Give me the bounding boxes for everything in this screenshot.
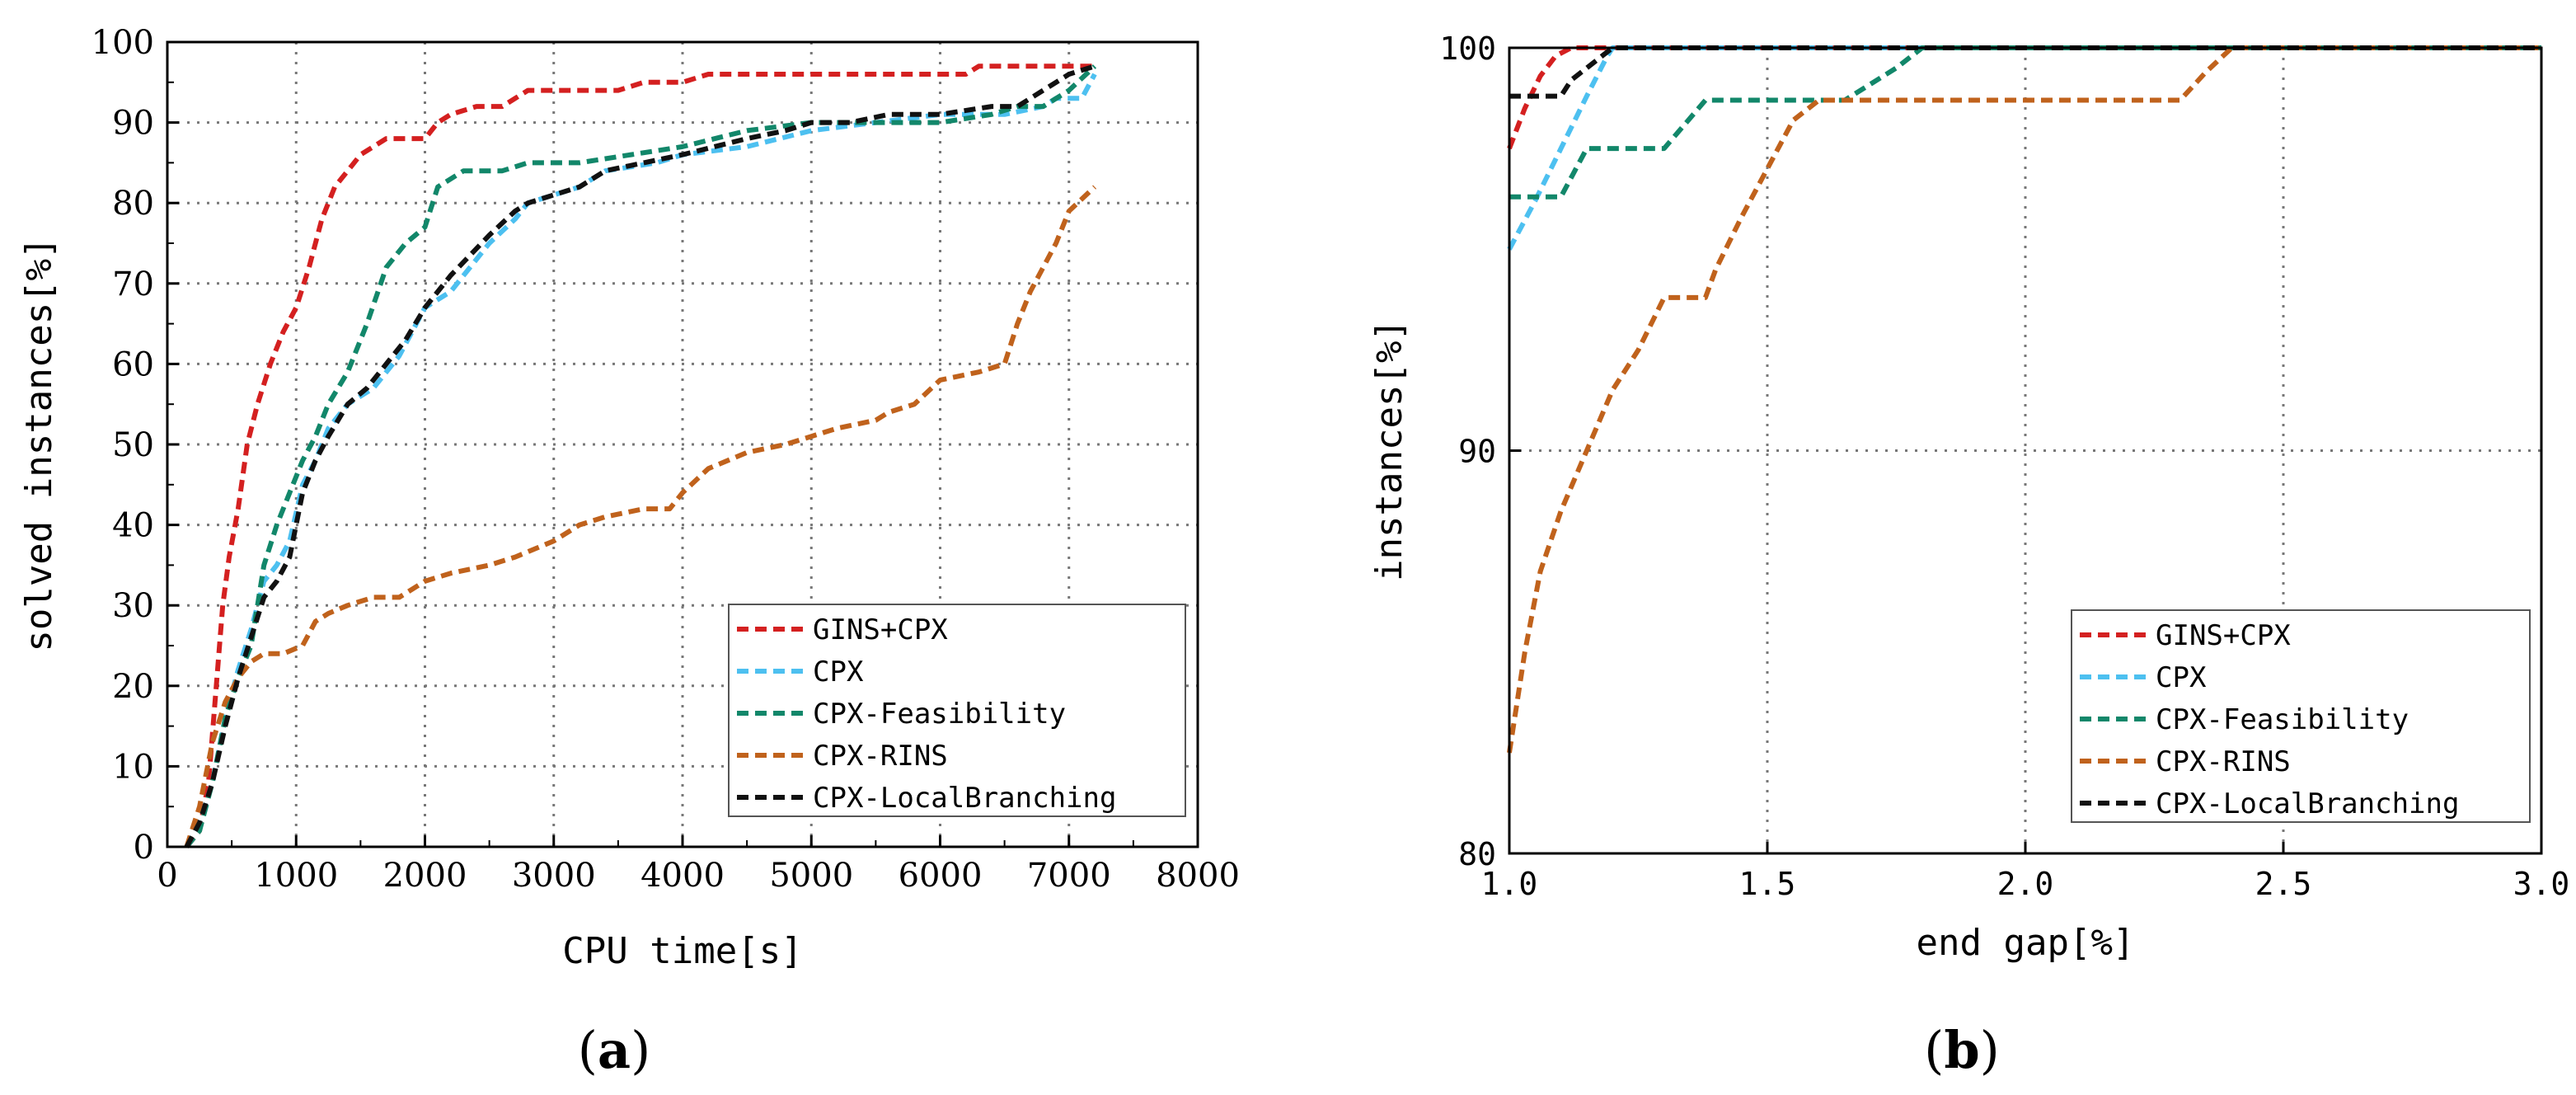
panel-b-legend-label-cpx: CPX: [2156, 661, 2207, 694]
panel-a-legend: GINS+CPX CPX CPX-Feasibility CPX-RINS CPX-Lo…: [728, 604, 1186, 817]
panel-a-y-tick-label: 30: [112, 587, 154, 625]
panel-b-x-tick-label: 3.0: [2513, 866, 2570, 902]
panel-b-letter: b: [1944, 1020, 1979, 1080]
panel-b-y-tick-label: 80: [1458, 836, 1496, 872]
panel-a-series-cpx: [184, 73, 1097, 848]
panel-a-lines: [184, 63, 1097, 848]
panel-a-y-tick-label: 100: [91, 24, 154, 62]
panel-a-x-tick-label: 1000: [254, 857, 338, 895]
panel-b-legend-label-gins-cpx: GINS+CPX: [2156, 619, 2291, 652]
panel-a-y-tick-label: 0: [134, 829, 154, 867]
panel-a-legend-label-cpx-localbranching: CPX-LocalBranching: [813, 782, 1116, 815]
panel-a-y-tick-label: 70: [112, 266, 154, 303]
panel-a-ticks: 0 1000 2000 3000 4000 5000 6000 7000 8000 0 10 20 30…: [91, 24, 1240, 895]
panel-b-x-axis-label: end gap[%]: [1917, 922, 2135, 964]
panel-a-y-tick-label: 90: [112, 105, 154, 143]
panel-a-y-tick-label: 10: [112, 748, 154, 786]
panel-a-series-cpx-rins: [184, 185, 1097, 848]
panel-a-legend-label-gins-cpx: GINS+CPX: [813, 613, 948, 646]
panel-a-y-tick-label: 40: [112, 507, 154, 545]
panel-b-chart: 1.0 1.5 2.0 2.5 3.0 80 90 100 end gap[%] instan…: [1368, 31, 2569, 1080]
panel-a-chart: 0 1000 2000 3000 4000 5000 6000 7000 8000 0 10 20 30…: [18, 24, 1240, 1080]
panel-a-y-tick-label: 60: [112, 345, 154, 383]
panel-b-y-tick-label: 90: [1458, 434, 1496, 470]
panel-a-series-gins-cpx: [185, 63, 1095, 848]
panel-b-legend-label-cpx-localbranching: CPX-LocalBranching: [2156, 787, 2459, 820]
panel-a-legend-label-cpx: CPX: [813, 656, 864, 688]
panel-a-label: (a): [578, 1020, 651, 1080]
panel-a-y-tick-label: 20: [112, 668, 154, 706]
panel-a-letter: a: [598, 1020, 631, 1080]
panel-a-legend-label-cpx-feasibility: CPX-Feasibility: [813, 698, 1066, 731]
panel-a-y-axis-label: solved instances[%]: [18, 237, 60, 651]
panel-b-series-cpx-rins: [1507, 45, 2541, 754]
panel-a-x-tick-label: 3000: [512, 857, 596, 895]
panel-a-x-tick-label: 0: [157, 857, 177, 895]
panel-a-x-axis-label: CPU time[s]: [562, 930, 802, 972]
panel-b-legend-label-cpx-rins: CPX-RINS: [2156, 745, 2291, 778]
panel-a-x-tick-label: 7000: [1027, 857, 1111, 895]
panel-b-grid: [1509, 48, 2541, 853]
panel-b-legend-label-cpx-feasibility: CPX-Feasibility: [2156, 703, 2409, 736]
panel-b-series-cpx-feasibility: [1509, 45, 2541, 200]
panel-b-legend: GINS+CPX CPX CPX-Feasibility CPX-RINS CPX-Lo…: [2071, 609, 2531, 823]
panel-a-legend-box: [728, 604, 1186, 817]
panel-b-legend-box: [2071, 609, 2531, 823]
panel-b-label: (b): [1924, 1020, 2000, 1080]
panel-a-x-tick-label: 2000: [383, 857, 467, 895]
panel-b-y-axis-label: instances[%]: [1368, 319, 1410, 581]
panel-a-x-tick-label: 5000: [769, 857, 853, 895]
panel-a-y-tick-label: 50: [112, 426, 154, 464]
panel-b-ticks: 1.0 1.5 2.0 2.5 3.0 80 90 100: [1439, 31, 2569, 902]
panel-a-x-tick-label: 8000: [1156, 857, 1240, 895]
panel-b-y-tick-label: 100: [1439, 31, 1496, 67]
panel-b-x-tick-label: 1.0: [1481, 866, 1538, 902]
panel-b-x-tick-label: 2.5: [2255, 866, 2312, 902]
panel-a-x-tick-label: 6000: [899, 857, 983, 895]
panel-b-x-tick-label: 2.0: [1997, 866, 2054, 902]
panel-b-x-tick-label: 1.5: [1739, 866, 1796, 902]
panel-a-x-tick-label: 4000: [640, 857, 725, 895]
panel-a-series-cpx-localbranching: [184, 63, 1096, 848]
panel-a-legend-label-cpx-rins: CPX-RINS: [813, 740, 948, 773]
panel-a-y-tick-label: 80: [112, 185, 154, 223]
panel-a-grid: [167, 42, 1198, 847]
